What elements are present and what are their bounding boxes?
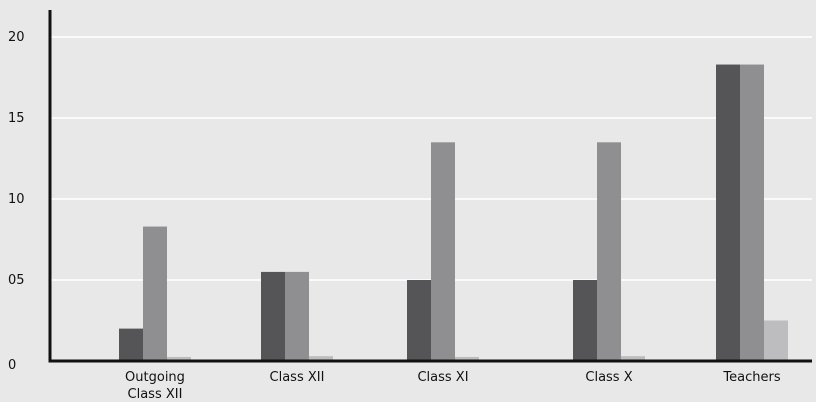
y-tick-label: 0 — [8, 358, 16, 373]
x-tick-label: Teachers — [722, 370, 780, 385]
bar-series1-cat2 — [261, 271, 285, 361]
bar-series3-cat4 — [621, 356, 645, 361]
bars — [119, 64, 788, 361]
axes — [48, 10, 812, 363]
bar-series2-cat2 — [285, 271, 309, 361]
y-tick-label: 15 — [8, 111, 25, 126]
bar-series3-cat3 — [455, 356, 479, 361]
y-tick-label: 05 — [8, 273, 25, 288]
x-tick-label: Outgoing — [125, 370, 185, 385]
bar-series1-cat4 — [573, 280, 597, 361]
bar-series3-cat5 — [764, 320, 788, 361]
x-tick-label: Class XII — [128, 387, 183, 398]
x-tick-labels: Outgoing Class XII Class XII Class XI Class … — [125, 370, 781, 402]
bar-series3-cat2 — [309, 356, 333, 361]
bar-series1-cat3 — [407, 280, 431, 361]
bar-series2-cat4 — [597, 142, 621, 361]
y-tick-label: 20 — [8, 30, 25, 45]
y-tick-labels: 0 05 10 15 20 — [8, 30, 25, 373]
x-tick-label: Class X — [585, 370, 632, 385]
y-tick-label: 10 — [8, 192, 25, 207]
bar-series1-cat1 — [119, 328, 143, 361]
bar-series2-cat3 — [431, 142, 455, 361]
x-tick-label: Class XI — [417, 370, 468, 385]
bar-series2-cat1 — [143, 226, 167, 361]
bar-series1-cat5 — [716, 64, 740, 361]
x-tick-label: Class XII — [270, 370, 325, 385]
bar-series3-cat1 — [167, 356, 191, 361]
bar-series2-cat5 — [740, 64, 764, 361]
